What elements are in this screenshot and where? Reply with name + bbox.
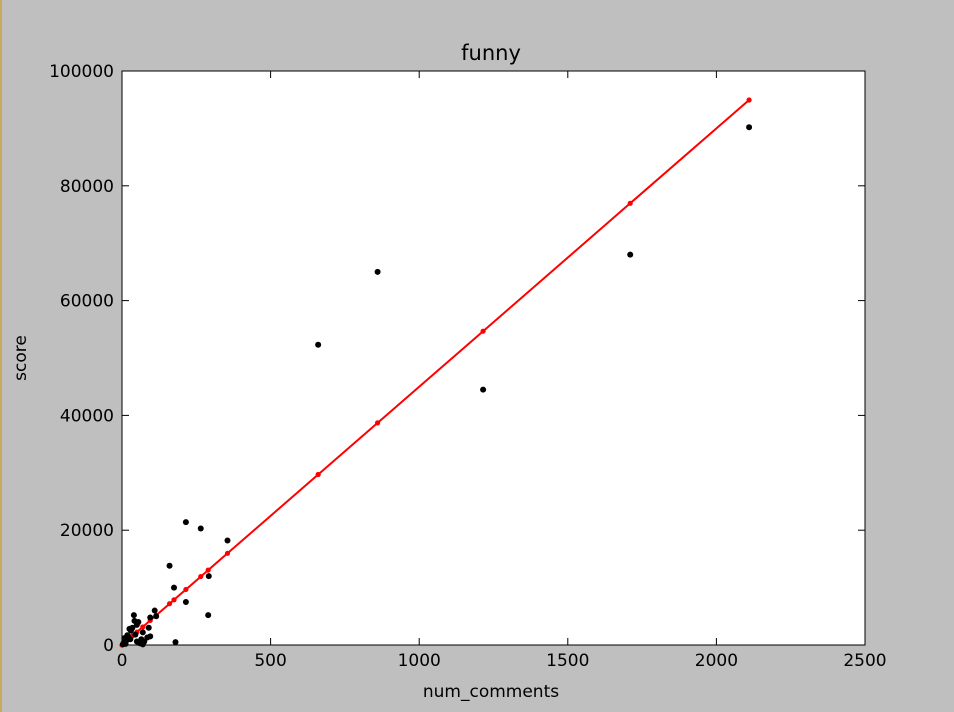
x-tick-label: 0 xyxy=(117,651,128,671)
data-point xyxy=(746,124,753,131)
y-tick-label: 60000 xyxy=(60,292,114,312)
data-point xyxy=(153,613,160,620)
data-point xyxy=(224,537,231,544)
x-tick-label: 1000 xyxy=(398,651,441,671)
fit-point xyxy=(480,328,486,334)
fit-point xyxy=(315,471,321,478)
data-point xyxy=(166,562,173,569)
data-point xyxy=(126,625,133,632)
y-tick-label: 40000 xyxy=(60,406,114,426)
data-point xyxy=(131,617,138,624)
data-point xyxy=(182,598,189,605)
data-point xyxy=(205,573,212,580)
x-tick-label: 500 xyxy=(254,651,286,671)
plot-frame xyxy=(121,70,866,646)
chart-title: funny xyxy=(461,41,521,65)
y-tick-label: 100000 xyxy=(49,62,114,82)
x-tick-label: 2000 xyxy=(695,651,738,671)
data-point xyxy=(374,268,381,275)
x-tick-label: 2500 xyxy=(843,651,886,671)
fit-point xyxy=(140,624,146,630)
data-point xyxy=(145,624,152,631)
data-point xyxy=(144,634,151,641)
data-point xyxy=(133,638,140,645)
data-point xyxy=(627,251,634,258)
data-point xyxy=(205,612,212,619)
data-point xyxy=(315,341,322,348)
window-edge xyxy=(0,0,2,712)
fit-point xyxy=(183,586,189,593)
y-axis-title: score xyxy=(11,335,31,381)
fit-point xyxy=(171,597,177,603)
ticks-layer: 0 500 1000 1500 2000 2500 0 20000 40000 60000 8000… xyxy=(49,62,887,671)
y-tick-label: 0 xyxy=(103,636,114,656)
data-point xyxy=(172,639,179,646)
fit-point xyxy=(627,200,633,206)
data-point xyxy=(147,614,154,621)
data-point xyxy=(139,629,146,636)
data-point xyxy=(119,641,126,648)
data-point xyxy=(182,519,189,526)
x-tick-label: 1500 xyxy=(546,651,589,671)
fit-point xyxy=(198,573,204,580)
fit-point xyxy=(374,420,381,426)
fit-point xyxy=(224,550,231,556)
data-point xyxy=(171,584,178,591)
fit-point xyxy=(205,567,211,573)
data-point xyxy=(130,612,137,619)
data-point xyxy=(124,632,131,639)
x-axis-title: num_comments xyxy=(423,682,559,702)
y-tick-label: 80000 xyxy=(60,177,114,197)
plot-area xyxy=(122,71,865,645)
data-point xyxy=(132,631,139,638)
y-tick-label: 20000 xyxy=(60,521,114,541)
data-point xyxy=(197,525,204,532)
data-point xyxy=(139,641,146,648)
fit-point xyxy=(166,601,173,607)
points-layer xyxy=(119,124,753,648)
data-point xyxy=(480,386,487,393)
data-point xyxy=(151,607,158,614)
fit-point xyxy=(746,97,752,103)
